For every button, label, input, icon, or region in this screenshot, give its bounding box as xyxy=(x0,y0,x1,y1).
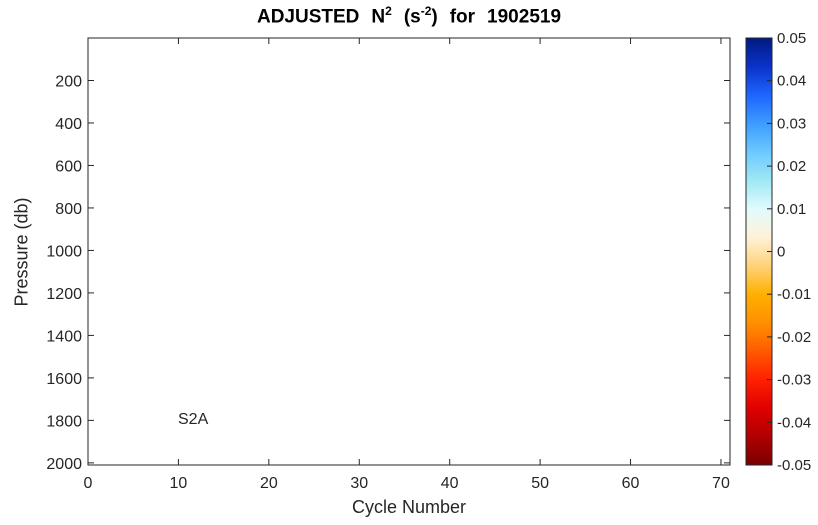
y-tick-label: 200 xyxy=(55,73,82,90)
title-variable: N xyxy=(371,6,386,28)
chart-title: ADJUSTED N2 (s-2) for 1902519 xyxy=(88,4,730,28)
annotation-label: S2A xyxy=(178,411,209,428)
title-prefix: ADJUSTED xyxy=(256,6,360,28)
y-tick-label: 2000 xyxy=(46,456,82,473)
title-units-close: ) xyxy=(431,6,438,28)
y-tick-label: 1800 xyxy=(46,413,82,430)
y-tick-label: 1200 xyxy=(46,286,82,303)
y-tick-label: 400 xyxy=(55,116,82,133)
colorbar-tick-label: -0.03 xyxy=(777,372,811,389)
x-axis-ticks: 0 10 20 30 40 50 60 70 xyxy=(84,38,730,492)
title-variable-exponent: 2 xyxy=(385,4,392,18)
x-tick-label: 0 xyxy=(84,475,93,492)
colorbar-tick-label: -0.05 xyxy=(777,457,811,474)
colorbar-ticks: 0.05 0.04 0.03 0.02 0.01 0 -0.01 -0.02 -0.03 -0.0… xyxy=(767,30,811,474)
colorbar-tick-label: -0.01 xyxy=(777,286,811,303)
y-axis-ticks: 200 400 600 800 1000 1200 1400 1600 1800 2000 xyxy=(46,73,730,473)
y-tick-label: 1400 xyxy=(46,328,82,345)
x-tick-label: 10 xyxy=(170,475,188,492)
x-tick-label: 70 xyxy=(712,475,730,492)
title-units-open: (s xyxy=(403,6,421,28)
title-units-exponent: -2 xyxy=(420,4,432,18)
y-axis-label: Pressure (db) xyxy=(11,197,32,307)
y-tick-label: 600 xyxy=(55,158,82,175)
x-tick-label: 50 xyxy=(531,475,549,492)
y-tick-label: 1000 xyxy=(46,243,82,260)
x-tick-label: 60 xyxy=(622,475,640,492)
colorbar-tick-label: 0.01 xyxy=(777,201,806,218)
x-tick-label: 20 xyxy=(260,475,278,492)
colorbar-tick-label: -0.02 xyxy=(777,329,811,346)
colorbar-tick-label: 0.02 xyxy=(777,158,806,175)
colorbar-tick-label: 0.03 xyxy=(777,115,806,132)
colorbar-tick-label: 0.05 xyxy=(777,30,806,47)
colorbar-tick-label: -0.04 xyxy=(777,414,811,431)
x-tick-label: 40 xyxy=(441,475,459,492)
title-for: for xyxy=(449,6,476,28)
y-tick-label: 1600 xyxy=(46,371,82,388)
y-tick-label: 800 xyxy=(55,201,82,218)
colorbar-tick-label: 0.04 xyxy=(777,73,806,90)
x-axis-label: Cycle Number xyxy=(351,497,467,517)
title-float-id: 1902519 xyxy=(487,6,562,28)
plot-area xyxy=(87,37,731,466)
colorbar-tick-label: 0 xyxy=(777,244,785,261)
x-tick-label: 30 xyxy=(350,475,368,492)
